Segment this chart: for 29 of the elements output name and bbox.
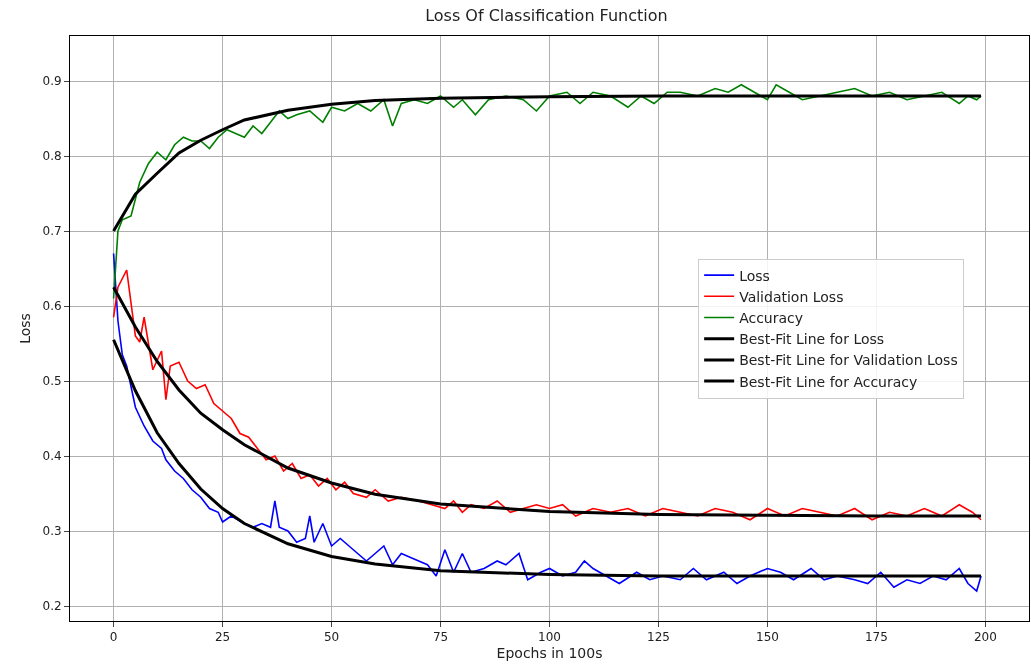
x-tick-label: 0 — [109, 630, 118, 645]
y-tick-label: 0.2 — [42, 599, 62, 614]
legend-label: Best-Fit Line for Accuracy — [739, 373, 918, 390]
legend-label: Accuracy — [739, 309, 804, 326]
legend-label: Validation Loss — [739, 288, 844, 305]
x-tick-label: 175 — [864, 630, 888, 645]
x-tick-label: 100 — [538, 630, 561, 645]
y-tick-label: 0.4 — [42, 449, 62, 464]
x-tick-label: 50 — [323, 630, 340, 645]
line-series — [112, 83, 982, 300]
y-tick-label: 0.5 — [42, 374, 62, 389]
line-series — [112, 252, 982, 592]
y-tick-label: 0.9 — [42, 74, 62, 89]
y-tick-label: 0.7 — [42, 224, 62, 239]
y-tick-label: 0.6 — [42, 299, 62, 314]
x-tick-label: 75 — [432, 630, 449, 645]
x-axis-title: Epochs in 100s — [496, 644, 603, 661]
x-tick-label: 150 — [756, 630, 779, 645]
chart-title: Loss Of Classification Function — [425, 6, 668, 26]
legend-label: Best-Fit Line for Validation Loss — [739, 352, 958, 369]
y-tick-label: 0.3 — [42, 524, 62, 539]
y-axis-title: Loss — [17, 313, 34, 344]
x-tick-label: 125 — [647, 630, 670, 645]
line-series — [112, 94, 983, 233]
legend-label: Best-Fit Line for Loss — [739, 331, 885, 348]
legend-label: Loss — [739, 267, 770, 284]
y-tick-label: 0.8 — [42, 149, 62, 164]
x-tick-label: 200 — [973, 630, 997, 645]
x-tick-label: 25 — [214, 630, 231, 645]
